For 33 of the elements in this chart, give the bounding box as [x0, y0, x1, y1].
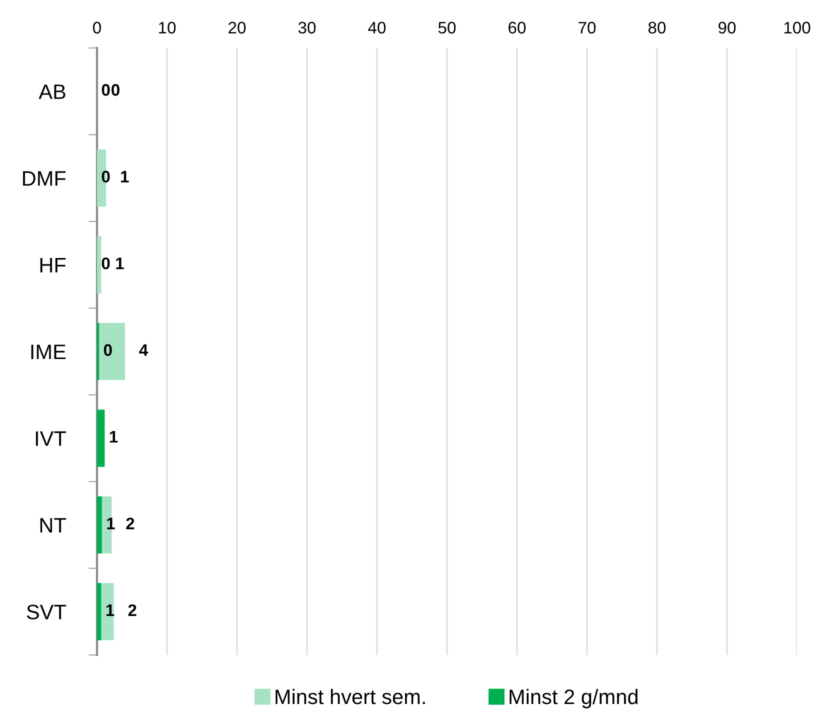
legend-label: Minst 2 g/mnd: [510, 688, 638, 708]
data-label: 0: [104, 344, 112, 356]
data-label: 1: [107, 518, 115, 530]
y-tick-label: NT: [40, 518, 66, 532]
legend-label: Minst hvert sem.: [276, 688, 425, 704]
data-label: 0: [112, 84, 120, 96]
y-tick-label: IME: [31, 344, 66, 360]
data-label: 1: [116, 258, 124, 270]
x-tick-label: 70: [578, 22, 596, 34]
y-tick-label: DMF: [23, 171, 66, 186]
x-tick-label: 40: [368, 22, 386, 34]
y-tick-label: AB: [38, 84, 66, 99]
x-tick-label: 30: [298, 22, 316, 34]
x-tick-label: 100: [784, 22, 810, 34]
x-tick-label: 20: [228, 22, 246, 34]
data-label: 2: [128, 604, 136, 616]
x-tick-label: 60: [508, 22, 526, 34]
y-tick-label: HF: [40, 258, 66, 272]
x-tick-label: 0: [93, 22, 101, 34]
data-label: 0: [102, 84, 110, 96]
data-label: 4: [139, 344, 148, 356]
y-tick-label: IVT: [36, 431, 66, 446]
y-tick-label: SVT: [26, 604, 66, 620]
x-tick-label: 10: [159, 22, 176, 34]
data-label: 2: [126, 518, 134, 530]
x-tick-label: 80: [648, 22, 666, 34]
data-label: 1: [106, 604, 114, 616]
x-tick-label: 90: [718, 22, 736, 34]
data-label: 1: [121, 170, 129, 182]
data-label: 0: [102, 257, 110, 270]
data-label: 0: [102, 170, 110, 183]
x-tick-label: 50: [438, 22, 456, 34]
data-label: 1: [110, 431, 118, 443]
